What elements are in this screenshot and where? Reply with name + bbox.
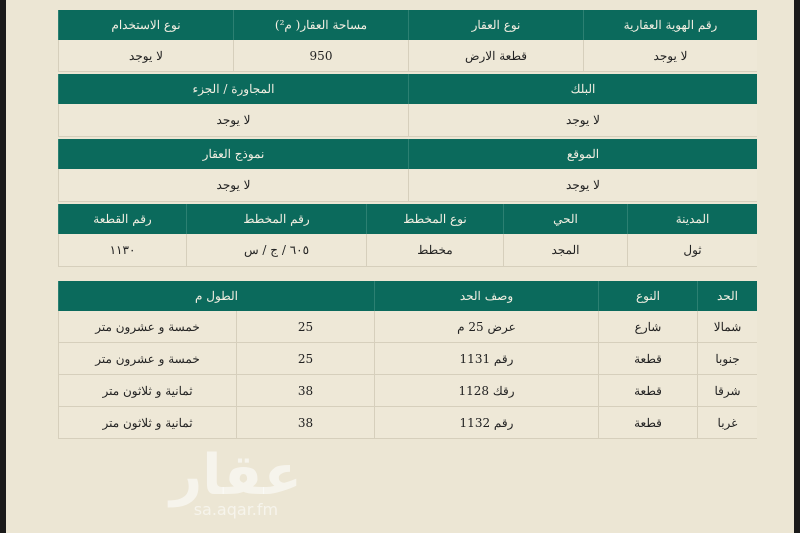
location-header-row: الموقع نموذج العقار	[58, 139, 757, 169]
boundary-row: شرقا قطعة رقك 1128 38 ثمانية و ثلاثون متر	[58, 375, 757, 407]
length-header: الطول م	[58, 281, 374, 311]
city-header: المدينة	[627, 204, 757, 234]
block-header-row: البلك المجاورة / الجزء	[58, 74, 757, 104]
boundary-side: غربا	[697, 407, 757, 438]
boundary-row: شمالا شارع عرض 25 م 25 خمسة و عشرون متر	[58, 311, 757, 343]
neighborhood-part-value: لا يوجد	[58, 104, 408, 136]
boundary-length-text: خمسة و عشرون متر	[58, 311, 236, 342]
left-edge	[0, 0, 6, 533]
boundary-length: 38	[236, 375, 374, 406]
property-value-row: لا يوجد قطعة الارض 950 لا يوجد	[58, 40, 757, 72]
boundary-type: قطعة	[598, 343, 697, 374]
plan-value-row: ثول المجد مخطط ٦٠٥ / ج / س ١١٣٠	[58, 234, 757, 267]
boundary-row: غربا قطعة رقم 1132 38 ثمانية و ثلاثون متر	[58, 407, 757, 439]
usage-type-header: نوع الاستخدام	[58, 10, 233, 40]
property-area-value: 950	[233, 40, 408, 71]
location-value-row: لا يوجد لا يوجد	[58, 169, 757, 202]
plan-type-header: نوع المخطط	[366, 204, 503, 234]
property-model-header: نموذج العقار	[58, 139, 408, 169]
usage-type-value: لا يوجد	[58, 40, 233, 71]
boundary-type: قطعة	[598, 375, 697, 406]
plan-number-header: رقم المخطط	[186, 204, 366, 234]
location-value: لا يوجد	[408, 169, 757, 201]
description-header: وصف الحد	[374, 281, 598, 311]
boundaries-table: الحد النوع وصف الحد الطول م شمالا شارع عرض…	[58, 281, 757, 439]
boundary-side: شمالا	[697, 311, 757, 342]
neighborhood-part-header: المجاورة / الجزء	[58, 74, 408, 104]
boundaries-body: شمالا شارع عرض 25 م 25 خمسة و عشرون متر جنوبا…	[58, 311, 757, 439]
boundary-length: 25	[236, 343, 374, 374]
boundary-description: رقم 1131	[374, 343, 598, 374]
location-header: الموقع	[408, 139, 757, 169]
property-type-value: قطعة الارض	[408, 40, 583, 71]
plot-number-value: ١١٣٠	[58, 234, 186, 266]
boundary-length: 25	[236, 311, 374, 342]
property-model-value: لا يوجد	[58, 169, 408, 201]
plot-number-header: رقم القطعة	[58, 204, 186, 234]
right-edge	[794, 0, 800, 533]
block-header: البلك	[408, 74, 757, 104]
property-id-header: رقم الهوية العقارية	[583, 10, 757, 40]
boundary-description: عرض 25 م	[374, 311, 598, 342]
plan-type-value: مخطط	[366, 234, 503, 266]
block-value-row: لا يوجد لا يوجد	[58, 104, 757, 137]
property-header-row: رقم الهوية العقارية نوع العقار مساحة الع…	[58, 10, 757, 40]
plan-number-value: ٦٠٥ / ج / س	[186, 234, 366, 266]
boundary-length: 38	[236, 407, 374, 438]
boundary-length-text: خمسة و عشرون متر	[58, 343, 236, 374]
boundaries-header-row: الحد النوع وصف الحد الطول م	[58, 281, 757, 311]
boundary-row: جنوبا قطعة رقم 1131 25 خمسة و عشرون متر	[58, 343, 757, 375]
boundary-type: شارع	[598, 311, 697, 342]
district-value: المجد	[503, 234, 627, 266]
property-type-header: نوع العقار	[408, 10, 583, 40]
boundary-length-text: ثمانية و ثلاثون متر	[58, 407, 236, 438]
block-value: لا يوجد	[408, 104, 757, 136]
city-value: ثول	[627, 234, 757, 266]
side-header: الحد	[697, 281, 757, 311]
aqar-watermark: عقار sa.aqar.fm	[170, 443, 302, 520]
plan-header-row: المدينة الحي نوع المخطط رقم المخطط رقم ا…	[58, 204, 757, 234]
district-header: الحي	[503, 204, 627, 234]
boundary-length-text: ثمانية و ثلاثون متر	[58, 375, 236, 406]
watermark-logo: عقار	[170, 443, 302, 508]
property-id-value: لا يوجد	[583, 40, 757, 71]
boundary-side: شرقا	[697, 375, 757, 406]
boundary-type: قطعة	[598, 407, 697, 438]
boundary-description: رقم 1132	[374, 407, 598, 438]
watermark-site: sa.aqar.fm	[193, 500, 279, 519]
property-area-header: مساحة العقار( م²)	[233, 10, 408, 40]
type-header: النوع	[598, 281, 697, 311]
boundary-description: رقك 1128	[374, 375, 598, 406]
property-info-table: رقم الهوية العقارية نوع العقار مساحة الع…	[58, 10, 757, 267]
boundary-side: جنوبا	[697, 343, 757, 374]
